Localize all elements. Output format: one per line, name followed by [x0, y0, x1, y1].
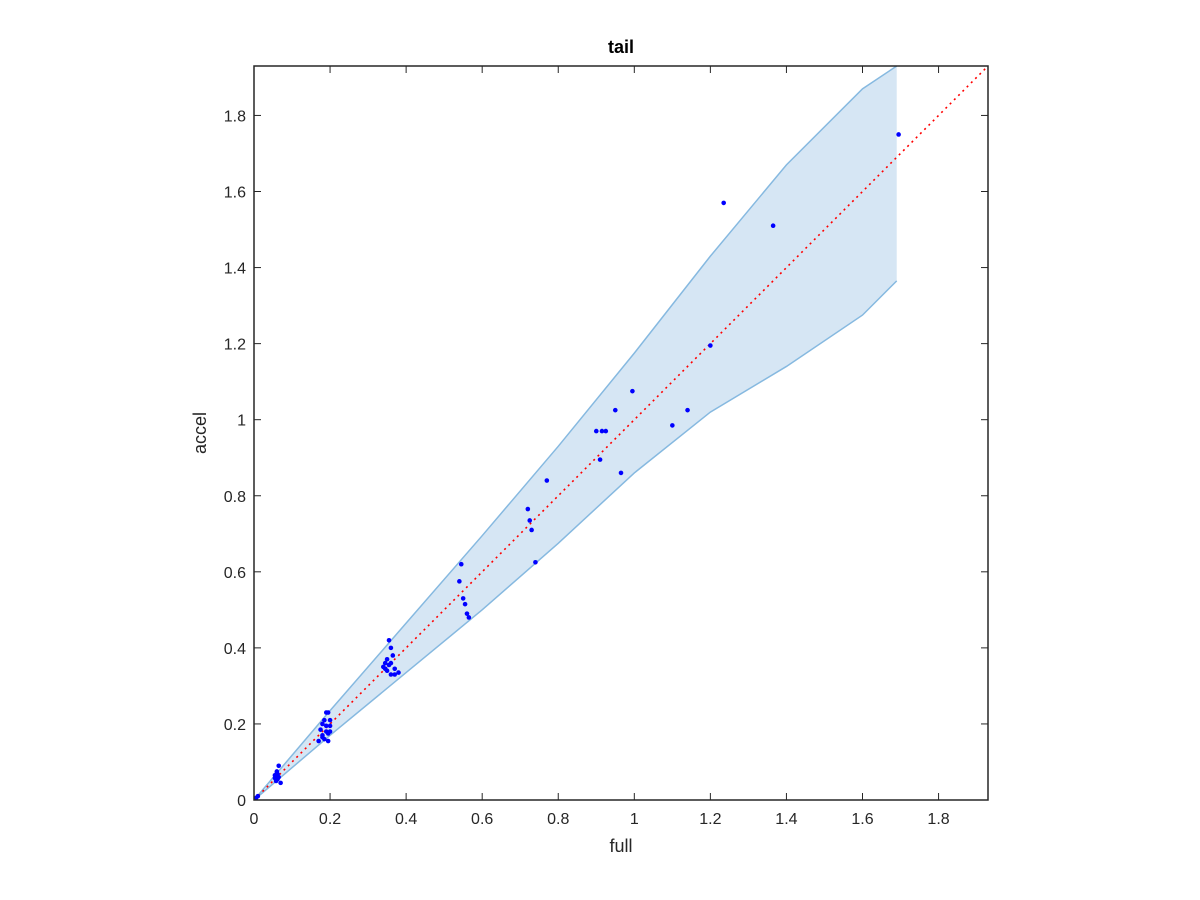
data-point	[460, 596, 466, 601]
reference-line	[253, 65, 989, 801]
data-point	[770, 223, 776, 229]
data-point	[255, 793, 261, 799]
data-point	[318, 727, 323, 732]
data-point	[322, 717, 327, 723]
data-point	[392, 672, 398, 677]
data-point	[466, 615, 472, 620]
x-tick-label: 0	[250, 811, 259, 828]
data-point	[278, 780, 283, 786]
data-point	[275, 771, 280, 777]
data-point	[382, 666, 388, 672]
data-points	[253, 132, 901, 801]
x-tick-label: 1	[630, 811, 639, 828]
data-point	[529, 527, 534, 533]
x-tick-label: 0.8	[547, 811, 569, 828]
data-point	[670, 423, 675, 428]
y-tick-label: 0.6	[224, 565, 246, 582]
x-tick-label: 1.6	[851, 811, 873, 828]
y-tick-label: 1	[237, 413, 246, 430]
data-point	[382, 660, 388, 666]
data-point	[597, 457, 603, 462]
data-point	[320, 734, 325, 740]
y-tick-label: 0.4	[224, 641, 246, 658]
data-point	[390, 653, 396, 658]
data-point	[388, 672, 394, 677]
data-point	[325, 710, 331, 715]
x-tick-label: 1.2	[699, 811, 721, 828]
data-point	[327, 729, 333, 734]
x-tick-label: 0.2	[319, 811, 341, 828]
axes-box	[253, 65, 989, 801]
y-tick-label: 0.2	[224, 717, 246, 734]
data-point	[276, 763, 282, 769]
x-tick-label: 0.6	[471, 811, 493, 828]
data-point	[464, 611, 470, 616]
data-point	[593, 428, 599, 434]
chart-title: tail	[608, 37, 634, 57]
y-axis-ticks: 0 0.2 0.4 0.6 0.8 1 1.2 1.4 1.6 1.8	[224, 108, 988, 810]
x-tick-label: 1.4	[775, 811, 797, 828]
y-tick-label: 1.6	[224, 185, 246, 202]
data-point	[458, 561, 464, 567]
y-axis-label: accel	[190, 412, 210, 454]
x-tick-label: 1.8	[927, 811, 949, 828]
data-point	[388, 660, 394, 666]
x-axis-ticks: 0 0.2 0.4 0.6 0.8 1 1.2 1.4 1.6 1.8	[250, 66, 950, 828]
data-point	[462, 601, 468, 607]
y-tick-label: 1.4	[224, 261, 246, 278]
data-point	[533, 560, 538, 565]
data-point	[320, 721, 325, 727]
y-tick-label: 1.2	[224, 337, 246, 354]
data-point	[392, 666, 398, 672]
data-point	[316, 738, 321, 744]
data-point	[721, 200, 726, 206]
reference-line-layer	[253, 65, 989, 801]
data-point	[685, 407, 690, 413]
data-point	[327, 717, 333, 723]
data-point	[527, 518, 533, 523]
data-point	[599, 428, 605, 434]
y-tick-label: 0.8	[224, 489, 246, 506]
data-point	[327, 723, 333, 729]
data-point	[630, 388, 635, 394]
band-fill	[254, 66, 897, 800]
data-point	[323, 723, 329, 729]
data-point	[544, 478, 550, 483]
data-point	[386, 637, 392, 643]
data-point	[603, 428, 609, 434]
data-point	[896, 132, 901, 137]
x-axis-label: full	[609, 836, 632, 856]
data-point	[272, 775, 278, 781]
data-point	[384, 656, 390, 662]
data-point	[525, 506, 531, 512]
data-point	[612, 407, 618, 413]
band-upper-edge	[253, 65, 898, 801]
y-tick-label: 1.8	[224, 108, 246, 125]
data-point	[325, 738, 331, 744]
data-point	[708, 343, 713, 348]
band-lower-edge	[253, 280, 898, 801]
data-point	[457, 579, 462, 584]
data-point	[618, 470, 624, 476]
y-tick-label: 0	[237, 793, 246, 810]
confidence-band	[253, 65, 898, 801]
x-tick-label: 0.4	[395, 811, 417, 828]
data-point	[388, 645, 394, 651]
data-point	[396, 670, 401, 675]
